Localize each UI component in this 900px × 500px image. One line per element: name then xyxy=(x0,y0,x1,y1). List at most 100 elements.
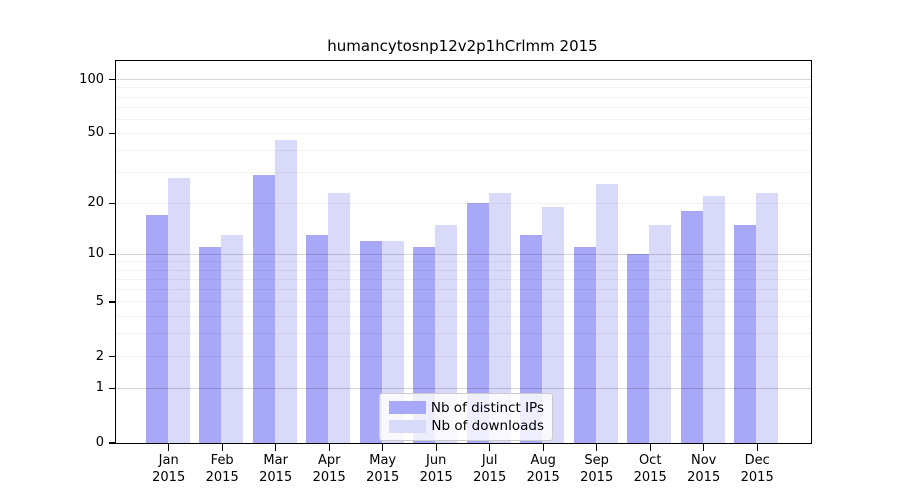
bar-distinct-ips xyxy=(359,241,382,443)
x-tick-mark xyxy=(275,444,277,451)
x-tick-mark xyxy=(596,444,598,451)
x-tick-month: May xyxy=(369,453,397,468)
bar-downloads xyxy=(649,224,672,443)
bar-downloads xyxy=(167,177,190,443)
y-tick-label: 50 xyxy=(87,125,104,141)
y-tick-mark xyxy=(109,442,116,444)
y-tick-label: 1 xyxy=(95,380,104,396)
bar-downloads xyxy=(756,192,779,443)
x-tick-label: Mar 2015 xyxy=(246,452,306,486)
y-tick-mark xyxy=(109,387,116,390)
x-tick-year: 2015 xyxy=(205,470,239,485)
x-tick-label: Oct 2015 xyxy=(620,452,680,486)
legend-entry-downloads: Nb of downloads xyxy=(389,418,544,434)
y-tick-label: 20 xyxy=(87,195,104,211)
x-tick-mark xyxy=(382,444,384,451)
y-tick-mark xyxy=(109,355,116,358)
x-tick-year: 2015 xyxy=(526,470,560,485)
x-tick-label: May 2015 xyxy=(353,452,413,486)
y-tick-mark xyxy=(109,301,116,303)
x-tick-label: Jan 2015 xyxy=(139,452,199,486)
bar-distinct-ips xyxy=(199,247,222,443)
bar-downloads xyxy=(381,241,404,443)
legend-swatch-distinct-ips xyxy=(389,401,426,415)
x-tick-year: 2015 xyxy=(687,470,721,485)
x-tick-mark xyxy=(168,444,170,451)
x-tick-month: Oct xyxy=(638,453,662,468)
x-tick-label: Sep 2015 xyxy=(567,452,627,486)
x-tick-month: Mar xyxy=(263,453,288,468)
gridline-minor xyxy=(116,96,811,98)
x-tick-mark xyxy=(221,444,223,451)
x-tick-year: 2015 xyxy=(633,470,667,485)
x-tick-month: Dec xyxy=(744,453,770,468)
gridline-minor xyxy=(116,172,811,174)
bar-distinct-ips xyxy=(734,224,757,443)
x-tick-month: Apr xyxy=(317,453,341,468)
bar-distinct-ips xyxy=(306,235,329,443)
x-tick-month: Aug xyxy=(530,453,556,468)
x-tick-mark xyxy=(703,444,705,451)
gridline-minor xyxy=(116,132,811,134)
x-tick-label: Aug 2015 xyxy=(513,452,573,486)
y-tick-mark xyxy=(109,78,116,81)
y-tick-label: 5 xyxy=(95,293,104,309)
x-tick-label: Feb 2015 xyxy=(192,452,252,486)
x-tick-month: Feb xyxy=(210,453,234,468)
bar-distinct-ips xyxy=(627,254,650,443)
bar-downloads xyxy=(274,139,297,443)
gridline-minor xyxy=(116,87,811,89)
bar-distinct-ips xyxy=(573,247,596,443)
x-tick-mark xyxy=(756,444,758,451)
bar-downloads xyxy=(435,224,458,443)
bar-downloads xyxy=(488,192,511,443)
x-tick-label: Dec 2015 xyxy=(727,452,787,486)
legend-label-downloads: Nb of downloads xyxy=(431,418,544,435)
x-tick-year: 2015 xyxy=(473,470,507,485)
y-tick-label: 2 xyxy=(95,348,104,364)
y-tick-label: 10 xyxy=(87,246,104,262)
x-tick-month: Nov xyxy=(691,453,717,468)
gridline-minor xyxy=(116,150,811,152)
bar-downloads xyxy=(328,192,351,443)
x-tick-month: Jan xyxy=(158,453,179,468)
x-tick-month: Jul xyxy=(481,453,498,468)
y-tick-mark xyxy=(109,202,116,204)
y-tick-label: 100 xyxy=(79,71,104,87)
y-tick-mark xyxy=(109,253,116,255)
x-tick-year: 2015 xyxy=(312,470,346,485)
plot-area: Nb of distinct IPs Nb of downloads 0 1 2 5 1… xyxy=(79,60,812,485)
x-tick-label: Jun 2015 xyxy=(406,452,466,486)
y-tick-label: 0 xyxy=(95,435,104,450)
x-tick-year: 2015 xyxy=(259,470,293,485)
x-tick-label: Jul 2015 xyxy=(460,452,520,486)
x-tick-year: 2015 xyxy=(152,470,186,485)
x-tick-month: Sep xyxy=(584,453,609,468)
bar-downloads xyxy=(595,183,618,443)
legend: Nb of distinct IPs Nb of downloads xyxy=(379,393,553,441)
x-tick-year: 2015 xyxy=(419,470,453,485)
bar-distinct-ips xyxy=(680,211,703,443)
x-tick-year: 2015 xyxy=(740,470,774,485)
gridline-major xyxy=(116,79,811,81)
x-tick-year: 2015 xyxy=(580,470,614,485)
bar-distinct-ips xyxy=(145,215,168,443)
x-tick-mark xyxy=(435,444,437,451)
x-tick-mark xyxy=(489,444,491,451)
x-tick-mark xyxy=(328,444,330,451)
x-tick-label: Nov 2015 xyxy=(674,452,734,486)
gridline-minor xyxy=(116,106,811,108)
legend-swatch-downloads xyxy=(389,419,426,433)
chart-title: humancytosnp12v2p1hCrlmm 2015 xyxy=(327,37,598,55)
y-tick-mark xyxy=(109,132,116,135)
legend-entry-distinct-ips: Nb of distinct IPs xyxy=(389,400,544,416)
bar-distinct-ips xyxy=(466,203,489,443)
bar-downloads xyxy=(542,207,565,443)
bar-distinct-ips xyxy=(520,235,543,443)
bar-downloads xyxy=(221,235,244,443)
gridline-minor xyxy=(116,118,811,120)
x-tick-mark xyxy=(542,444,544,451)
legend-label-distinct-ips: Nb of distinct IPs xyxy=(430,399,544,416)
x-tick-mark xyxy=(649,444,651,451)
